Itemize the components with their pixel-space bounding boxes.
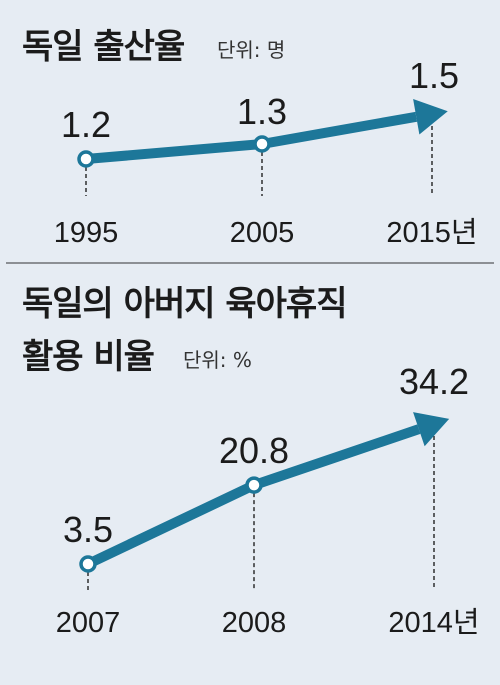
data-point-1 — [79, 555, 97, 573]
category-label-2: 2008 — [222, 607, 287, 639]
chart1-unit: 단위: 명 — [217, 38, 286, 62]
data-point-2 — [245, 476, 263, 494]
paternity-leave-chart-panel: 독일의 아버지 육아휴직 활용 비율 단위: % 3.5 20.8 34.2 2007… — [0, 264, 500, 685]
category-label-3: 2014년 — [388, 607, 479, 639]
data-point-2 — [253, 135, 271, 153]
chart2-plot: 3.5 20.8 34.2 2007 2008 2014년 — [56, 361, 480, 639]
value-label-3: 1.5 — [409, 55, 459, 96]
birth-rate-chart-panel: 독일 출산율 단위: 명 1.2 1.3 1.5 1995 2005 2015년 — [0, 0, 500, 262]
category-label-1: 2007 — [56, 607, 121, 639]
category-label-1: 1995 — [54, 217, 119, 249]
arrowhead — [413, 412, 450, 447]
chart1-title: 독일 출산율 — [22, 27, 185, 67]
chart2-unit: 단위: % — [183, 348, 252, 372]
value-label-3: 34.2 — [399, 361, 469, 402]
value-label-1: 1.2 — [61, 104, 111, 145]
value-label-2: 20.8 — [219, 430, 289, 471]
chart2-title-line2: 활용 비율 — [22, 337, 155, 377]
value-label-1: 3.5 — [63, 509, 113, 550]
arrowhead — [413, 99, 448, 135]
category-label-3: 2015년 — [386, 217, 477, 249]
data-point-1 — [77, 150, 95, 168]
chart1-plot: 1.2 1.3 1.5 1995 2005 2015년 — [54, 55, 478, 249]
value-label-2: 1.3 — [237, 91, 287, 132]
section-divider — [6, 262, 494, 264]
chart2-title-line1: 독일의 아버지 육아휴직 — [22, 284, 347, 324]
category-label-2: 2005 — [230, 217, 295, 249]
